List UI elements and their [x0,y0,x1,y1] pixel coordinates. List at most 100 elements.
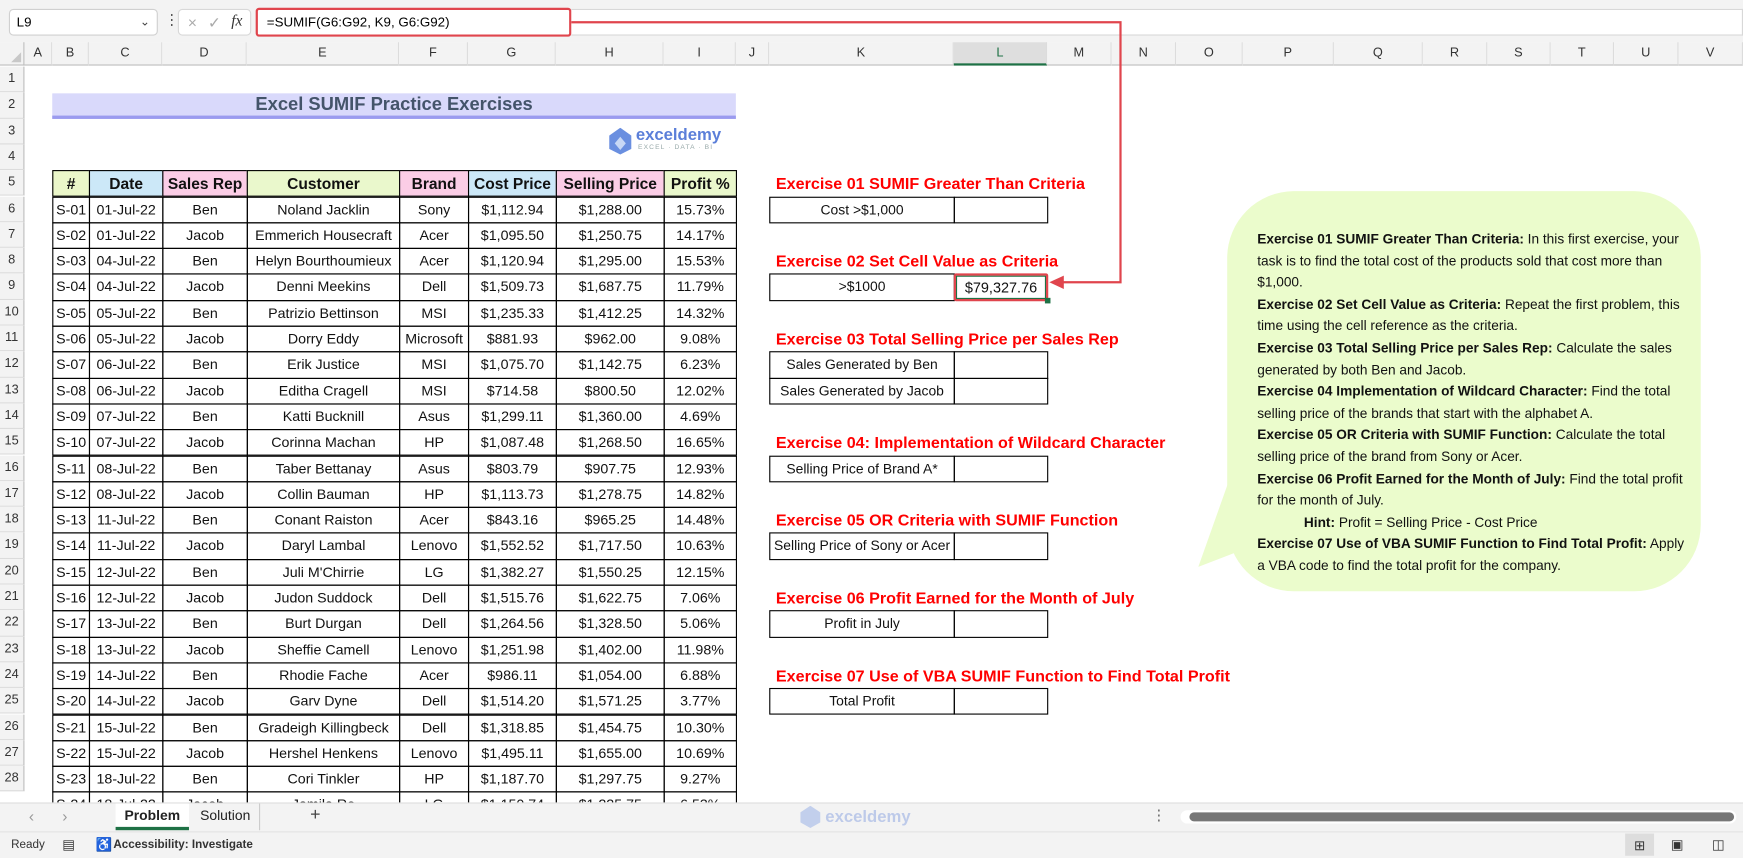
logo-tagline: EXCEL · DATA · BI [638,144,714,152]
row-header-21[interactable]: 21 [0,584,25,611]
row-header-22[interactable]: 22 [0,610,25,637]
row-header-19[interactable]: 19 [0,532,25,559]
next-sheet-icon[interactable]: › [62,806,68,825]
instruction-heading: Hint: [1303,514,1336,530]
column-header-e[interactable]: E [246,42,400,66]
instruction-body: Apply a VBA code to find the total profi… [1257,536,1685,574]
sheet-tab-problem[interactable]: Problem [115,803,189,831]
row-header-28[interactable]: 28 [0,765,25,792]
row-header-4[interactable]: 4 [0,144,25,171]
table-header-cell[interactable]: Date [88,170,164,198]
column-header-j[interactable]: J [735,42,770,66]
watermark-logo-icon [800,805,821,828]
exercise-answer-cell[interactable] [953,610,1049,638]
scrollbar-thumb[interactable] [1189,812,1735,822]
formula-input[interactable]: =SUMIF(G6:G92, K9, G6:G92) [255,7,572,37]
column-header-d[interactable]: D [162,42,247,66]
row-header-20[interactable]: 20 [0,558,25,585]
row-header-13[interactable]: 13 [0,377,25,404]
exercise-answer-cell[interactable]: $79,327.76 [953,273,1049,301]
column-header-s[interactable]: S [1487,42,1551,66]
enter-icon[interactable]: ✓ [207,13,221,32]
row-header-12[interactable]: 12 [0,351,25,378]
row-header-17[interactable]: 17 [0,481,25,507]
column-header-u[interactable]: U [1614,42,1679,66]
prev-sheet-icon[interactable]: ‹ [28,806,35,825]
horizontal-scrollbar[interactable] [1180,810,1737,824]
instruction-item: Exercise 06 Profit Earned for the Month … [1257,468,1691,512]
row-header-8[interactable]: 8 [0,247,25,274]
column-header-t[interactable]: T [1550,42,1615,66]
column-header-v[interactable]: V [1678,42,1743,66]
add-sheet-button[interactable]: + [310,805,321,825]
scroll-split-icon[interactable]: ⋮ [1151,806,1167,824]
column-header-a[interactable]: A [24,42,53,66]
table-header-cell[interactable]: Cost Price [467,170,557,198]
column-header-q[interactable]: Q [1333,42,1423,66]
column-header-f[interactable]: F [399,42,468,66]
sheet-tab-solution[interactable]: Solution [191,803,261,831]
row-header-1[interactable]: 1 [0,66,25,93]
column-header-g[interactable]: G [467,42,556,66]
instruction-body: Profit = Selling Price - Cost Price [1335,514,1538,530]
name-box[interactable]: L9 ⌄ [8,8,158,36]
page-break-view-icon[interactable]: ◫ [1711,836,1725,853]
row-header-24[interactable]: 24 [0,662,25,689]
select-all-button[interactable] [0,42,25,66]
row-header-9[interactable]: 9 [0,273,25,300]
chevron-down-icon[interactable]: ⌄ [139,15,151,29]
exercise-answer-cell[interactable] [953,532,1049,560]
row-header-18[interactable]: 18 [0,506,25,533]
instruction-item: Hint: Profit = Selling Price - Cost Pric… [1257,512,1691,534]
exercise-answer-cell[interactable] [953,688,1049,716]
column-header-i[interactable]: I [663,42,736,66]
row-header-11[interactable]: 11 [0,325,25,352]
row-header-2[interactable]: 2 [0,92,25,119]
column-header-p[interactable]: P [1242,42,1334,66]
column-header-l[interactable]: L [953,42,1048,66]
exercise-answer-cell[interactable] [953,196,1049,224]
row-header-5[interactable]: 5 [0,170,25,197]
column-header-c[interactable]: C [88,42,163,66]
table-header-cell[interactable]: Customer [246,170,401,198]
table-header-cell[interactable]: Profit % [663,170,737,198]
row-header-6[interactable]: 6 [0,196,25,223]
row-header-3[interactable]: 3 [0,118,25,145]
row-header-25[interactable]: 25 [0,688,25,715]
row-header-15[interactable]: 15 [0,429,25,456]
instruction-body: Calculate the sales generated by both Be… [1257,340,1672,378]
exercise-answer-cell[interactable] [953,377,1049,405]
row-header-16[interactable]: 16 [0,455,25,482]
cancel-icon[interactable]: × [187,13,197,32]
row-header-27[interactable]: 27 [0,739,25,766]
fill-handle[interactable] [1044,297,1051,304]
row-header-10[interactable]: 10 [0,299,25,326]
exercise-title: Exercise 04: Implementation of Wildcard … [775,434,1166,453]
row-header-23[interactable]: 23 [0,636,25,663]
watermark-logo-text: exceldemy [825,807,911,827]
column-header-b[interactable]: B [52,42,89,66]
row-header-7[interactable]: 7 [0,222,25,248]
row-header-14[interactable]: 14 [0,403,25,430]
column-header-k[interactable]: K [769,42,954,66]
column-header-m[interactable]: M [1047,42,1112,66]
table-header-cell[interactable]: Brand [399,170,470,198]
accessibility-status[interactable]: Accessibility: Investigate [113,837,253,852]
exercise-answer-cell[interactable] [953,455,1049,483]
insert-function-icon[interactable]: fx [231,13,243,31]
instruction-body: Find the total selling price of the bran… [1257,383,1671,421]
exceldemy-logo: exceldemy EXCEL · DATA · BI [609,126,733,157]
accessibility-icon[interactable]: ♿ [95,836,113,853]
page-layout-view-icon[interactable]: ▣ [1670,836,1684,853]
column-header-o[interactable]: O [1176,42,1243,66]
column-header-r[interactable]: R [1422,42,1488,66]
normal-view-icon[interactable]: ⊞ [1625,833,1655,856]
more-options-icon[interactable]: ⋮ [164,11,179,28]
column-header-h[interactable]: H [555,42,664,66]
instructions-text: Exercise 01 SUMIF Greater Than Criteria:… [1257,229,1691,577]
macro-record-icon[interactable]: ▤ [62,836,75,853]
instruction-heading: Exercise 01 SUMIF Greater Than Criteria: [1257,231,1524,247]
row-header-26[interactable]: 26 [0,714,25,740]
column-header-n[interactable]: N [1111,42,1177,66]
